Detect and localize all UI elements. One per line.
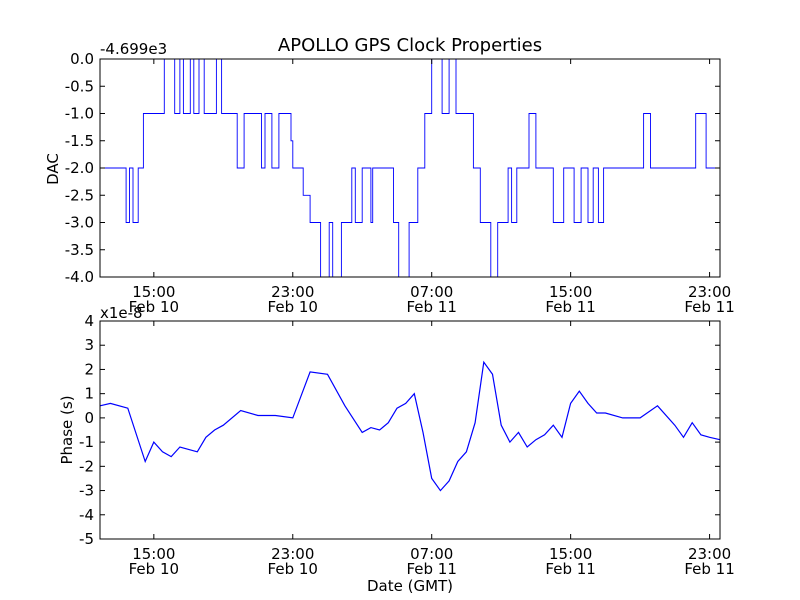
dac-xtick-date: Feb 11 <box>406 298 456 316</box>
phase-ylabel: Phase (s) <box>58 395 76 464</box>
dac-xtick-date: Feb 11 <box>684 298 734 316</box>
phase-xtick-time: 23:00 <box>688 545 731 563</box>
dac-xtick-time: 23:00 <box>271 283 314 301</box>
dac-xtick-time: 23:00 <box>688 283 731 301</box>
phase-ytick-label: 4 <box>84 312 94 330</box>
phase-ytick-label: -4 <box>79 506 94 524</box>
dac-ytick-label: -0.5 <box>65 77 94 95</box>
dac-ytick-label: -4.0 <box>65 268 94 286</box>
dac-xtick-time: 07:00 <box>410 283 453 301</box>
phase-series-line <box>99 360 721 492</box>
dac-ylabel: DAC <box>44 153 62 185</box>
phase-xtick-time: 15:00 <box>549 545 592 563</box>
phase-xtick-time: 15:00 <box>132 545 175 563</box>
dac-ytick-label: -3.5 <box>65 241 94 259</box>
phase-ytick-label: -3 <box>79 482 94 500</box>
dac-ytick-label: -3.0 <box>65 214 94 232</box>
dac-ytick-label: 0.0 <box>70 50 94 68</box>
phase-xtick-time: 23:00 <box>271 545 314 563</box>
dac-ytick-label: -2.0 <box>65 159 94 177</box>
phase-xlabel: Date (GMT) <box>367 577 453 595</box>
dac-xtick-date: Feb 11 <box>545 298 595 316</box>
dac-marks: 0.0 -0.5 -1.0 -1.5 -2.0 -2.5 -3.0 -3.5 -4.0 15:00… <box>65 50 735 316</box>
dac-offset-label: -4.699e3 <box>100 40 167 58</box>
dac-xtick-date: Feb 10 <box>129 298 179 316</box>
phase-axes-frame <box>99 320 721 540</box>
dac-xtick-date: Feb 10 <box>268 298 318 316</box>
phase-xtick-time: 07:00 <box>410 545 453 563</box>
dac-panel: -4.699e3 DAC 0.0 -0.5 -1.0 -1.5 -2.0 -2.5 -3.0… <box>44 40 735 316</box>
dac-xtick-time: 15:00 <box>549 283 592 301</box>
dac-ytick-label: -1.0 <box>65 105 94 123</box>
phase-xtick-date: Feb 11 <box>406 560 456 578</box>
phase-ytick-label: 0 <box>84 409 94 427</box>
phase-ytick-label: -2 <box>79 457 94 475</box>
dac-ytick-label: -1.5 <box>65 132 94 150</box>
phase-ytick-label: 1 <box>84 385 94 403</box>
phase-ytick-label: -5 <box>79 530 94 548</box>
phase-ytick-label: 3 <box>84 336 94 354</box>
phase-panel: x1e-8 Phase (s) Date (GMT) 4 3 2 1 0 -1 -2 -3 -4… <box>58 304 735 595</box>
dac-series-line <box>100 58 720 278</box>
dac-ytick-label: -2.5 <box>65 186 94 204</box>
phase-xtick-date: Feb 11 <box>684 560 734 578</box>
phase-xtick-date: Feb 10 <box>268 560 318 578</box>
phase-ytick-label: 2 <box>84 360 94 378</box>
chart-title: APOLLO GPS Clock Properties <box>278 35 542 56</box>
phase-offset-label: x1e-8 <box>100 304 143 322</box>
phase-ytick-label: -1 <box>79 433 94 451</box>
phase-xtick-date: Feb 10 <box>129 560 179 578</box>
phase-xtick-date: Feb 11 <box>545 560 595 578</box>
dac-xtick-time: 15:00 <box>132 283 175 301</box>
